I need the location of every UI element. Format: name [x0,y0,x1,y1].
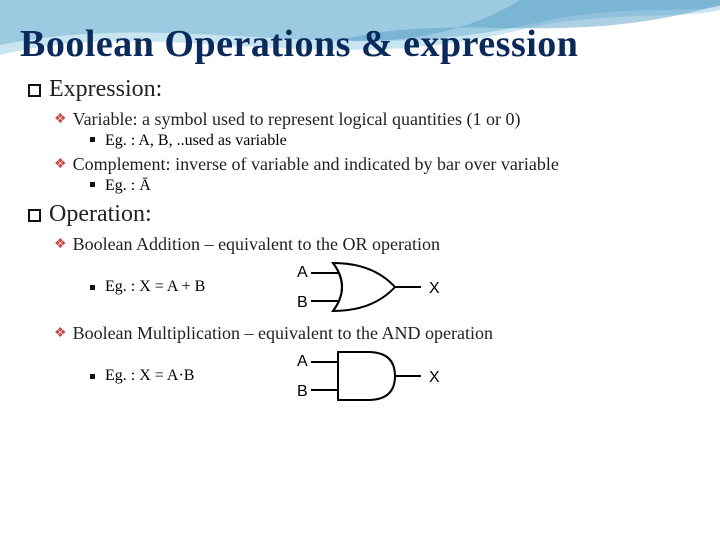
section-label: Operation: [49,201,152,227]
term: Variable: [73,109,138,129]
diamond-icon: ❖ [54,325,67,342]
subitem-variable-eg: Eg. : A, B, ..used as variable [90,132,700,150]
section-label: Expression: [49,76,162,102]
item-multiplication: ❖ Boolean Multiplication – equivalent to … [54,323,700,344]
diamond-icon: ❖ [54,111,67,128]
eg-text: Eg. : X = A·B [105,367,255,385]
term: Boolean Addition [73,234,201,254]
desc: inverse of variable and indicated by bar… [171,154,559,174]
gate-in2-label: B [297,294,308,311]
gate-out-label: X [429,369,440,386]
term: Boolean Multiplication [73,323,240,343]
slide-content: Boolean Operations & expression Expressi… [0,0,720,422]
desc: – equivalent to the AND operation [240,323,493,343]
dot-bullet-icon [90,137,95,142]
eg-text: Eg. : Ā [105,177,151,194]
gate-out-label: X [429,280,440,297]
gate-in1-label: A [297,264,308,281]
dot-bullet-icon [90,374,95,379]
addition-row: Eg. : X = A + B A B X [90,257,700,317]
term: Complement: [73,154,171,174]
or-gate-icon: A B X [283,257,453,317]
desc: – equivalent to the OR operation [200,234,440,254]
subitem-complement-eg: Eg. : Ā [90,177,700,195]
diamond-icon: ❖ [54,236,67,253]
eg-text: Eg. : X = A + B [105,278,255,296]
item-variable: ❖ Variable: a symbol used to represent lo… [54,109,700,130]
and-gate-icon: A B X [283,346,453,406]
square-bullet-icon [28,84,41,97]
section-operation: Operation: [28,201,700,228]
multiplication-row: Eg. : X = A·B A B X [90,346,700,406]
section-expression: Expression: [28,76,700,103]
page-title: Boolean Operations & expression [20,22,700,66]
gate-in1-label: A [297,353,308,370]
eg-text: Eg. : A, B, ..used as variable [105,132,287,149]
diamond-icon: ❖ [54,156,67,173]
square-bullet-icon [28,209,41,222]
dot-bullet-icon [90,182,95,187]
desc: a symbol used to represent logical quant… [138,109,521,129]
gate-in2-label: B [297,383,308,400]
item-addition: ❖ Boolean Addition – equivalent to the OR… [54,234,700,255]
item-complement: ❖ Complement: inverse of variable and ind… [54,154,700,175]
dot-bullet-icon [90,285,95,290]
